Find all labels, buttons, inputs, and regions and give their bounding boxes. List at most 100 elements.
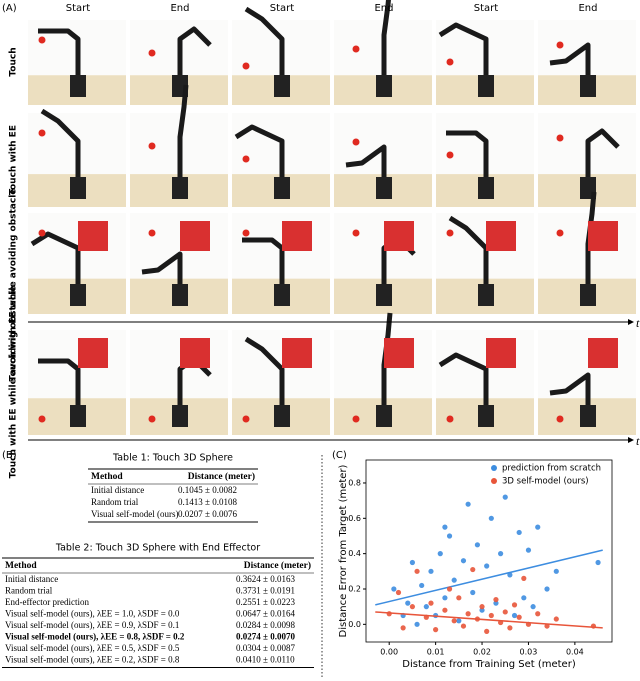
robot-base [478, 284, 494, 306]
robot-base [376, 284, 392, 306]
robot-arm [345, 144, 387, 177]
point [498, 551, 504, 557]
robot-arm [242, 237, 285, 284]
table-cell: 0.0207 ± 0.0076 [178, 509, 237, 519]
obstacle [588, 221, 618, 251]
column-header: Start [270, 3, 295, 14]
point [395, 589, 402, 596]
point [428, 600, 434, 606]
table-cell: Random trial [91, 497, 139, 507]
robot-arm [549, 372, 591, 405]
robot-arm [549, 42, 591, 75]
robot-base [376, 405, 392, 427]
robot-base [580, 405, 596, 427]
point [451, 618, 457, 624]
table-cell: 0.3624 ± 0.0163 [236, 574, 295, 584]
table-cell: Visual self-model (ours), λEE = 0.2, λSD… [5, 655, 180, 665]
target-ball [556, 134, 564, 142]
point [535, 524, 541, 530]
robot-base [376, 75, 392, 97]
robot-arm [38, 28, 81, 75]
x-tick-label: 0.01 [427, 648, 445, 657]
obstacle [384, 338, 414, 368]
target-ball [352, 138, 360, 146]
target-ball [352, 415, 360, 423]
point [525, 547, 532, 553]
column-header: End [170, 3, 189, 14]
table-title: Table 2: Touch 3D Sphere with End Effect… [55, 543, 260, 554]
point [400, 625, 406, 631]
table-cell: End-effector prediction [5, 597, 90, 607]
robot-arm [381, 0, 391, 75]
robot-base [172, 177, 188, 199]
scatter-chart: 0.00 0.01 0.02 0.03 0.040.00.20.40.60.8Dista… [338, 459, 613, 670]
point [507, 625, 513, 631]
robot-base [70, 75, 86, 97]
robot-base [580, 284, 596, 306]
point [521, 575, 527, 581]
target-ball [38, 415, 46, 423]
point [419, 582, 425, 589]
panel-label: (A) [2, 3, 17, 14]
point [442, 524, 448, 530]
obstacle [180, 221, 210, 251]
y-tick-label: 0.0 [348, 620, 361, 629]
robot-base [376, 177, 392, 199]
table-cell: 0.2551 ± 0.0223 [236, 597, 295, 607]
plot-area [365, 459, 613, 643]
robot-base [274, 177, 290, 199]
trend-line [375, 611, 603, 629]
obstacle [384, 221, 414, 251]
arrow-head [628, 437, 634, 443]
point [414, 568, 420, 574]
robot-arm [30, 231, 81, 284]
legend-marker [491, 478, 497, 484]
obstacle [486, 338, 516, 368]
table-header: Method [5, 561, 37, 571]
point [484, 563, 490, 569]
row-label: Touch with EE while avoiding obstacle [9, 189, 19, 382]
target-ball [352, 45, 360, 53]
target-ball [38, 229, 46, 237]
point [595, 559, 601, 566]
target-ball [242, 415, 250, 423]
point [530, 604, 536, 610]
point [442, 595, 448, 601]
robot-arm [446, 130, 489, 177]
robot-arm [141, 251, 183, 284]
point [423, 604, 429, 610]
point [460, 623, 467, 629]
obstacle [282, 221, 312, 251]
target-ball [242, 229, 250, 237]
point [470, 566, 476, 573]
table-cell: Visual self-model (ours) [91, 509, 178, 519]
point [409, 559, 416, 566]
target-ball [446, 58, 454, 66]
x-axis-label: Distance from Training Set (meter) [402, 659, 576, 670]
y-tick-label: 0.4 [348, 549, 361, 558]
table-cell: 0.0410 ± 0.0110 [236, 655, 295, 665]
column-header: End [374, 3, 393, 14]
target-ball [556, 415, 564, 423]
robot-base [172, 284, 188, 306]
robot-base [274, 405, 290, 427]
table-cell: 0.0647 ± 0.0164 [236, 609, 295, 619]
y-tick-label: 0.2 [348, 584, 361, 593]
robot-base [478, 177, 494, 199]
table-title: Table 1: Touch 3D Sphere [112, 453, 233, 464]
photo-grid [28, 0, 636, 435]
legend-label: 3D self-model (ours) [502, 477, 589, 487]
x-tick-label: 0.00 [380, 648, 398, 657]
target-ball [556, 229, 564, 237]
table-cell: 0.0274 ± 0.0070 [236, 632, 295, 642]
point [511, 602, 518, 608]
point [409, 604, 416, 610]
point [451, 577, 457, 583]
table-cell: Random trial [5, 586, 53, 596]
x-tick-label: 0.03 [520, 648, 538, 657]
target-ball [352, 229, 360, 237]
robot-arm [244, 336, 285, 405]
table-cell: Visual self-model (ours), λEE = 0.5, λSD… [5, 643, 180, 653]
robot-arm [234, 124, 285, 177]
obstacle [588, 338, 618, 368]
